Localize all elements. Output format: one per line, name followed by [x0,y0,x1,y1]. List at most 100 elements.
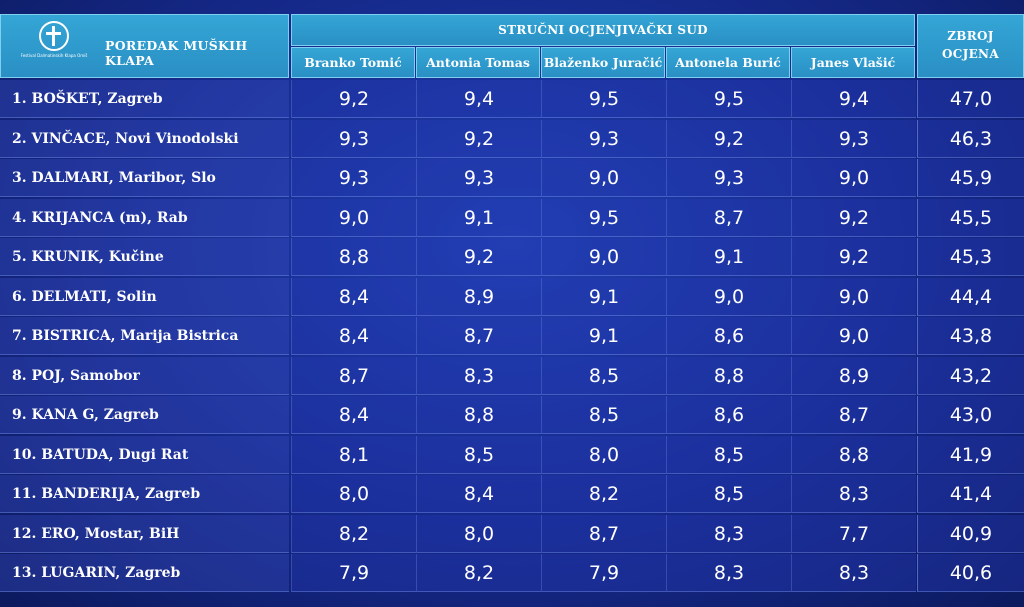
klapa-name: 8. POJ, Samobor [0,356,289,395]
judge-score-1: 8,0 [291,475,416,513]
judge-score-5: 9,3 [791,119,916,158]
total-score: 45,3 [917,238,1024,276]
klapa-name: 11. BANDERIJA, Zagreb [0,475,289,513]
klapa-name: 7. BISTRICA, Marija Bistrica [0,317,289,355]
table-row: 11. BANDERIJA, Zagreb 8,0 8,4 8,2 8,5 8,3 41,4 [0,475,1024,513]
judge-score-2: 9,1 [416,198,541,237]
total-score: 43,8 [917,317,1024,355]
judge-score-4: 8,6 [666,396,791,434]
table-title: POREDAK MUŠKIH KLAPA [105,38,248,68]
judge-score-2: 9,2 [416,119,541,158]
judge-score-3: 8,0 [541,435,666,474]
klapa-name: 4. KRIJANCA (m), Rab [0,198,289,237]
judge-score-1: 9,3 [291,159,416,197]
judge-score-3: 9,5 [541,80,666,118]
judge-score-5: 9,0 [791,317,916,355]
klapa-name: 9. KANA G, Zagreb [0,396,289,434]
judge-score-3: 9,0 [541,238,666,276]
jury-label: STRUČNI OCJENJIVAČKI SUD [498,23,708,37]
judge-score-4: 9,5 [666,80,791,118]
judge-score-4: 8,7 [666,198,791,237]
judge-score-1: 8,8 [291,238,416,276]
judge-score-3: 9,3 [541,119,666,158]
total-score: 44,4 [917,277,1024,316]
total-score: 41,4 [917,475,1024,513]
total-label-line1: ZBROJ [947,29,994,43]
judge-score-4: 8,3 [666,514,791,553]
judge-score-5: 8,3 [791,554,916,592]
judge-score-1: 8,4 [291,396,416,434]
judge-score-2: 8,3 [416,356,541,395]
klapa-name: 5. KRUNIK, Kučine [0,238,289,276]
table-row: 3. DALMARI, Maribor, Slo 9,3 9,3 9,0 9,3 9,0 4… [0,159,1024,197]
judge-score-2: 8,8 [416,396,541,434]
judge-score-2: 9,4 [416,80,541,118]
judge-score-4: 8,3 [666,554,791,592]
judge-score-2: 9,2 [416,238,541,276]
table-row: 9. KANA G, Zagreb 8,4 8,8 8,5 8,6 8,7 43,0 [0,396,1024,434]
table-row: 12. ERO, Mostar, BiH 8,2 8,0 8,7 8,3 7,7 40,9 [0,514,1024,553]
judge-score-3: 8,2 [541,475,666,513]
judge-score-4: 9,2 [666,119,791,158]
judge-score-1: 9,2 [291,80,416,118]
judge-score-4: 9,3 [666,159,791,197]
judge-score-5: 8,7 [791,396,916,434]
total-score: 45,9 [917,159,1024,197]
judge-score-3: 9,1 [541,277,666,316]
judge-score-1: 8,4 [291,277,416,316]
judge-header-3: Blaženko Juračić [541,47,665,78]
judge-score-1: 8,7 [291,356,416,395]
klapa-name: 6. DELMATI, Solin [0,277,289,316]
total-score: 43,2 [917,356,1024,395]
judge-score-5: 9,4 [791,80,916,118]
table-row: 8. POJ, Samobor 8,7 8,3 8,5 8,8 8,9 43,2 [0,356,1024,395]
festival-logo-icon: Festival Dalmatinskih Klapa Omiš [19,19,89,75]
total-label: ZBROJ OCJENA [918,15,1023,63]
total-score: 45,5 [917,198,1024,237]
klapa-name: 1. BOŠKET, Zagreb [0,80,289,118]
judge-score-5: 9,0 [791,277,916,316]
klapa-name: 2. VINČACE, Novi Vinodolski [0,119,289,158]
total-score: 40,6 [917,554,1024,592]
klapa-name: 12. ERO, Mostar, BiH [0,514,289,553]
judge-score-4: 9,1 [666,238,791,276]
judge-score-5: 8,3 [791,475,916,513]
judge-score-2: 8,2 [416,554,541,592]
logo-mark [39,21,69,51]
table-row: 5. KRUNIK, Kučine 8,8 9,2 9,0 9,1 9,2 45,3 [0,238,1024,276]
judge-score-3: 8,7 [541,514,666,553]
table-row: 2. VINČACE, Novi Vinodolski 9,3 9,2 9,3 9,2 9… [0,119,1024,158]
jury-header: STRUČNI OCJENJIVAČKI SUD [291,14,915,46]
judge-score-1: 8,4 [291,317,416,355]
judge-score-2: 8,4 [416,475,541,513]
judge-score-2: 8,5 [416,435,541,474]
logo-text: Festival Dalmatinskih Klapa Omiš [20,53,88,58]
table-row: 10. BATUDA, Dugi Rat 8,1 8,5 8,0 8,5 8,8 41,9 [0,435,1024,474]
judge-score-4: 8,8 [666,356,791,395]
total-label-line2: OCJENA [942,47,999,61]
judge-score-1: 9,3 [291,119,416,158]
judge-score-5: 7,7 [791,514,916,553]
results-table: Festival Dalmatinskih Klapa Omiš POREDAK… [0,14,1024,607]
judge-score-4: 8,5 [666,475,791,513]
judge-score-1: 9,0 [291,198,416,237]
table-title-cell: Festival Dalmatinskih Klapa Omiš POREDAK… [0,14,289,78]
judge-score-5: 8,8 [791,435,916,474]
table-row: 4. KRIJANCA (m), Rab 9,0 9,1 9,5 8,7 9,2 45,5 [0,198,1024,237]
total-score: 47,0 [917,80,1024,118]
judge-score-3: 9,5 [541,198,666,237]
judge-score-1: 8,2 [291,514,416,553]
judge-score-5: 9,2 [791,198,916,237]
judge-score-1: 8,1 [291,435,416,474]
judge-score-4: 8,6 [666,317,791,355]
judge-score-3: 8,5 [541,356,666,395]
klapa-name: 13. LUGARIN, Zagreb [0,554,289,592]
judge-header-1: Branko Tomić [291,47,415,78]
judge-score-5: 9,2 [791,238,916,276]
judge-score-2: 8,9 [416,277,541,316]
judge-header-2: Antonia Tomas [416,47,540,78]
judge-score-5: 8,9 [791,356,916,395]
table-row: 1. BOŠKET, Zagreb 9,2 9,4 9,5 9,5 9,4 47,0 [0,80,1024,118]
table-row: 7. BISTRICA, Marija Bistrica 8,4 8,7 9,1 8,6… [0,317,1024,355]
judge-score-5: 9,0 [791,159,916,197]
